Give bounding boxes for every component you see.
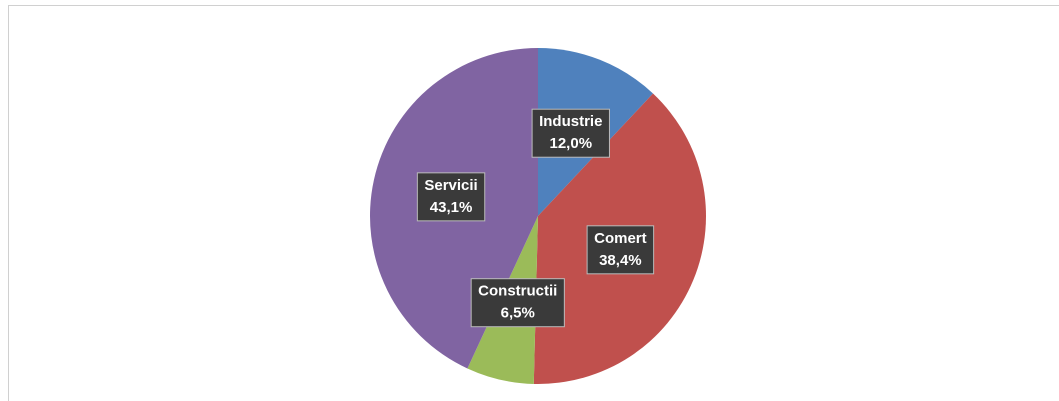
value-label: 12,0% bbox=[550, 135, 593, 152]
category-label: Constructii bbox=[478, 283, 557, 300]
data-labels: Industrie 12,0% Comert 38,4% Constructii 6,5%… bbox=[416, 108, 655, 328]
data-label: Comert 38,4% bbox=[586, 225, 655, 275]
label-box bbox=[416, 172, 486, 222]
category-label: Industrie bbox=[539, 113, 602, 130]
value-label: 6,5% bbox=[501, 305, 535, 322]
value-label: 43,1% bbox=[430, 199, 473, 216]
category-label: Comert bbox=[594, 230, 647, 247]
label-box bbox=[531, 108, 610, 158]
label-box bbox=[470, 278, 565, 328]
label-box bbox=[586, 225, 655, 275]
value-label: 38,4% bbox=[599, 252, 642, 269]
category-label: Servicii bbox=[424, 177, 477, 194]
data-label: Servicii 43,1% bbox=[416, 172, 486, 222]
data-label: Industrie 12,0% bbox=[531, 108, 610, 158]
data-label: Constructii 6,5% bbox=[470, 278, 565, 328]
